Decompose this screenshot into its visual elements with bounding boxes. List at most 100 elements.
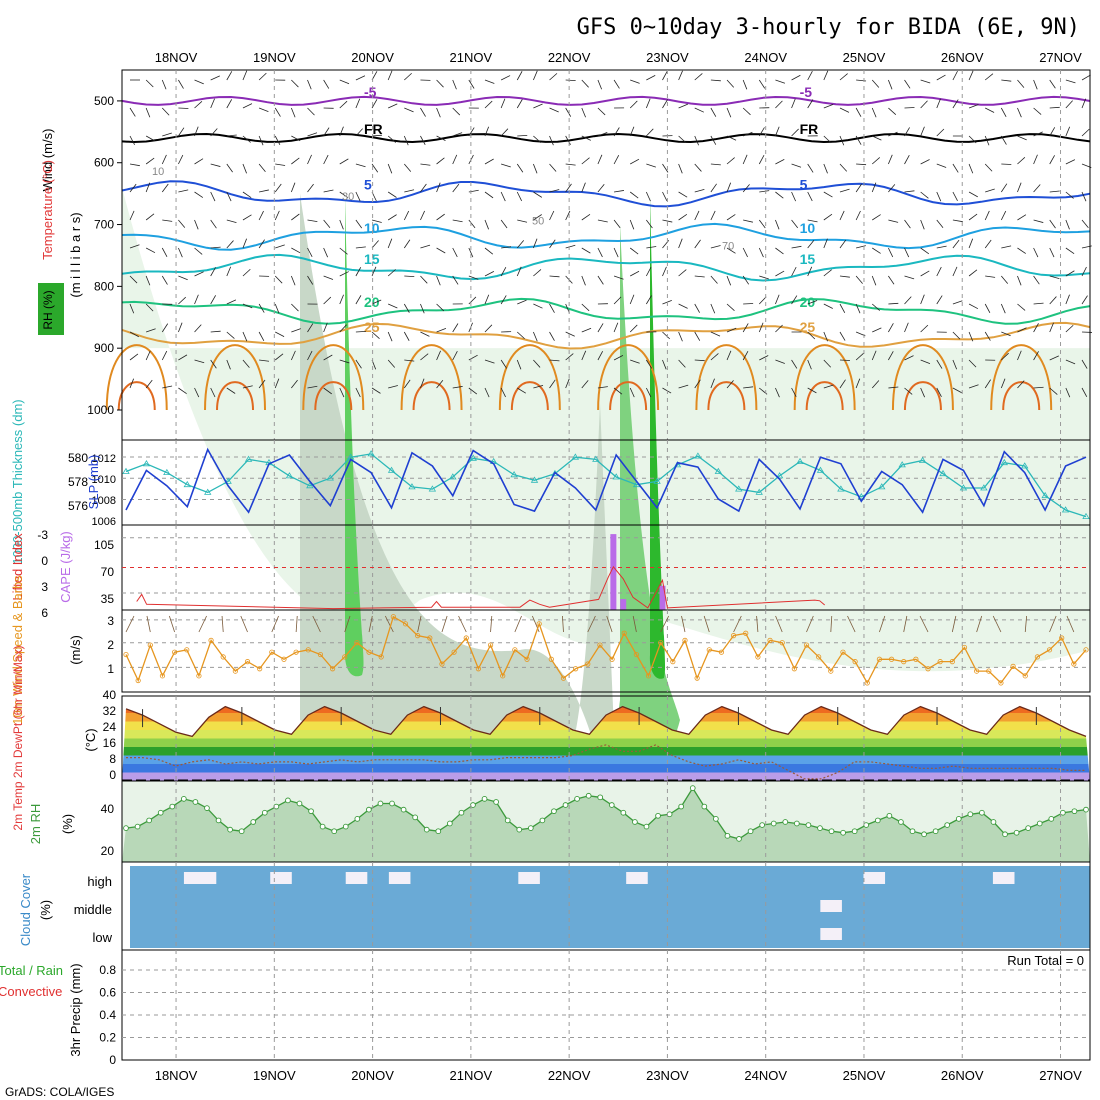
thickness-point: [203, 488, 212, 495]
wind-barb: [597, 275, 604, 285]
wind-barb-10m: [756, 615, 759, 633]
wind-tick-label: 1: [107, 662, 114, 676]
wind-barb: [404, 275, 415, 278]
rh-unit-label: (%): [60, 814, 75, 834]
wind-barb: [404, 107, 414, 113]
wind-barb: [226, 331, 235, 339]
rh-point: [747, 828, 754, 835]
temp-tick-label: 0: [109, 768, 116, 782]
wind-barb: [662, 163, 669, 173]
wind-barb: [775, 126, 780, 137]
wind-barb-10m: [830, 615, 833, 633]
wind-barb: [1033, 79, 1038, 90]
wind-tick-label: 3: [107, 614, 114, 628]
isotherm-label: FR: [364, 121, 383, 137]
isotherm-label: -5: [800, 84, 813, 100]
wind-point: [986, 668, 992, 674]
wind-barb-10m: [198, 615, 207, 633]
wind-barb: [581, 275, 586, 286]
wind-barb: [855, 378, 861, 389]
precip-frame: [121, 949, 1091, 1061]
wind-barb: [678, 214, 688, 221]
temp-band: [122, 730, 1090, 739]
wind-point: [718, 649, 725, 655]
wind-point: [512, 647, 518, 653]
wind-barb: [629, 100, 638, 109]
wind-point: [816, 654, 822, 660]
wind-barb: [1049, 219, 1056, 229]
isotherm-label: 5: [800, 177, 808, 193]
rh-point: [458, 809, 465, 816]
wind-barb: [646, 75, 656, 81]
wind-barb: [726, 214, 736, 221]
wind-barb: [468, 296, 477, 305]
wind-barb: [516, 240, 525, 249]
bottom-date-label: 19NOV: [253, 1068, 296, 1083]
wind-point: [1071, 661, 1077, 667]
wind-barb-10m: [879, 615, 886, 633]
wind-barb: [468, 354, 478, 361]
bottom-date-label: 20NOV: [351, 1068, 394, 1083]
thickness-point: [428, 485, 437, 492]
wind-barb: [274, 210, 280, 221]
isotherm-label: 10: [364, 220, 380, 236]
wind-barb: [339, 294, 344, 305]
wind-barb: [436, 328, 447, 333]
bottom-date-label: 24NOV: [744, 1068, 787, 1083]
wind-point: [475, 666, 482, 672]
wind-barb: [662, 71, 668, 81]
wind-barb: [516, 331, 525, 340]
wind-barb: [436, 135, 446, 141]
wind-point: [257, 666, 263, 672]
wind-barb: [888, 247, 894, 258]
wind-barb: [855, 107, 862, 117]
rh-point: [238, 828, 245, 835]
wind-barb: [839, 275, 850, 278]
wind-barb: [178, 247, 183, 258]
wind-barb: [210, 191, 216, 202]
wind-barb: [743, 219, 753, 223]
wind-barb: [1033, 302, 1044, 305]
wind-barb: [775, 219, 780, 230]
wind-barb: [355, 331, 366, 333]
wind-barb: [533, 359, 541, 368]
wind-barb: [339, 158, 349, 165]
wind-barb: [662, 387, 672, 394]
wind-barb: [129, 244, 140, 249]
boundary-isotherm: [412, 381, 451, 411]
thickness-point: [816, 466, 825, 473]
wind-barb: [517, 387, 526, 394]
wind-barb: [1017, 247, 1026, 254]
wind-barb: [549, 239, 556, 249]
thickness-point: [857, 493, 866, 500]
precip-tick-label: 0: [109, 1053, 116, 1067]
wind-barb: [710, 245, 721, 249]
wind-barb: [872, 247, 881, 254]
wind-barb: [226, 387, 236, 394]
wind-point: [293, 649, 299, 655]
wind-barb: [242, 191, 252, 198]
wind-barb: [307, 132, 318, 137]
wind-barb: [452, 183, 460, 193]
wind-barb: [646, 163, 656, 168]
wind-barb: [565, 79, 576, 82]
wind-point: [682, 637, 688, 643]
wind-barb: [968, 191, 978, 198]
precip-tick-label: 0.4: [99, 1008, 116, 1022]
wind-point: [560, 675, 567, 681]
lifted-tick-label: 6: [41, 606, 48, 620]
temperature-axis-label: Temperature (°C): [40, 160, 55, 260]
wind-barb: [501, 163, 511, 168]
wind-barb: [581, 380, 589, 389]
wind-barb: [952, 70, 958, 81]
thickness-point: [1041, 491, 1049, 499]
wind-barb: [242, 135, 251, 143]
wind-barb-10m: [532, 615, 540, 633]
wind-barb: [274, 303, 280, 314]
wind-barb: [371, 240, 379, 249]
wind-barb: [630, 270, 640, 277]
wind-barb: [920, 159, 930, 165]
wind-barb: [242, 385, 253, 389]
wind-point: [415, 633, 421, 639]
wind-barb: [678, 331, 683, 342]
